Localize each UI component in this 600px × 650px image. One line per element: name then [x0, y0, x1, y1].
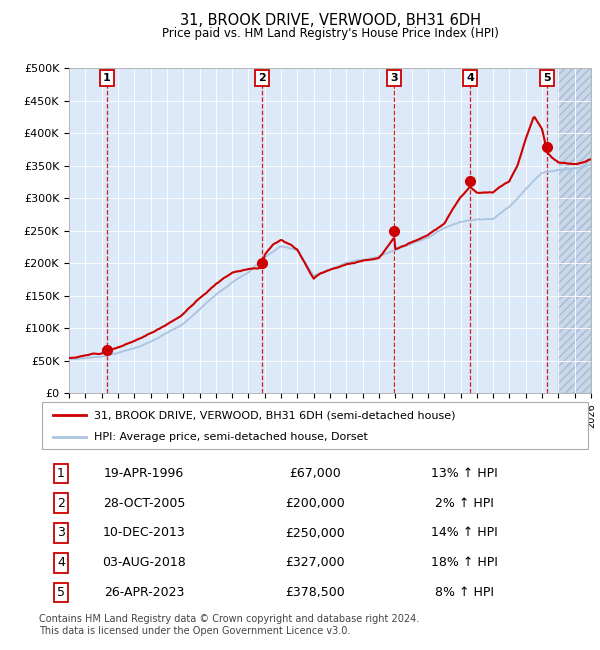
- Text: 31, BROOK DRIVE, VERWOOD, BH31 6DH: 31, BROOK DRIVE, VERWOOD, BH31 6DH: [179, 13, 481, 29]
- Bar: [559, 68, 591, 393]
- Text: HPI: Average price, semi-detached house, Dorset: HPI: Average price, semi-detached house,…: [94, 432, 368, 442]
- Text: £327,000: £327,000: [285, 556, 345, 569]
- Text: £378,500: £378,500: [285, 586, 345, 599]
- Text: 1: 1: [103, 73, 110, 83]
- Text: 2: 2: [258, 73, 266, 83]
- Text: 18% ↑ HPI: 18% ↑ HPI: [431, 556, 497, 569]
- Text: 19-APR-1996: 19-APR-1996: [104, 467, 184, 480]
- Text: £200,000: £200,000: [285, 497, 345, 510]
- Text: 4: 4: [57, 556, 65, 569]
- Text: 28-OCT-2005: 28-OCT-2005: [103, 497, 185, 510]
- Text: 14% ↑ HPI: 14% ↑ HPI: [431, 526, 497, 539]
- Text: 8% ↑ HPI: 8% ↑ HPI: [434, 586, 494, 599]
- Text: 03-AUG-2018: 03-AUG-2018: [102, 556, 186, 569]
- Text: 2% ↑ HPI: 2% ↑ HPI: [434, 497, 493, 510]
- Text: 10-DEC-2013: 10-DEC-2013: [103, 526, 185, 539]
- Text: 5: 5: [57, 586, 65, 599]
- Bar: [559, 68, 591, 393]
- Text: 5: 5: [544, 73, 551, 83]
- Text: 13% ↑ HPI: 13% ↑ HPI: [431, 467, 497, 480]
- Text: 26-APR-2023: 26-APR-2023: [104, 586, 184, 599]
- Text: 1: 1: [57, 467, 65, 480]
- Text: 2: 2: [57, 497, 65, 510]
- Text: Contains HM Land Registry data © Crown copyright and database right 2024.
This d: Contains HM Land Registry data © Crown c…: [39, 614, 419, 636]
- Text: 4: 4: [466, 73, 474, 83]
- Text: 31, BROOK DRIVE, VERWOOD, BH31 6DH (semi-detached house): 31, BROOK DRIVE, VERWOOD, BH31 6DH (semi…: [94, 410, 456, 421]
- Text: £250,000: £250,000: [285, 526, 345, 539]
- Text: £67,000: £67,000: [289, 467, 341, 480]
- Text: 3: 3: [57, 526, 65, 539]
- Text: 3: 3: [391, 73, 398, 83]
- Text: Price paid vs. HM Land Registry's House Price Index (HPI): Price paid vs. HM Land Registry's House …: [161, 27, 499, 40]
